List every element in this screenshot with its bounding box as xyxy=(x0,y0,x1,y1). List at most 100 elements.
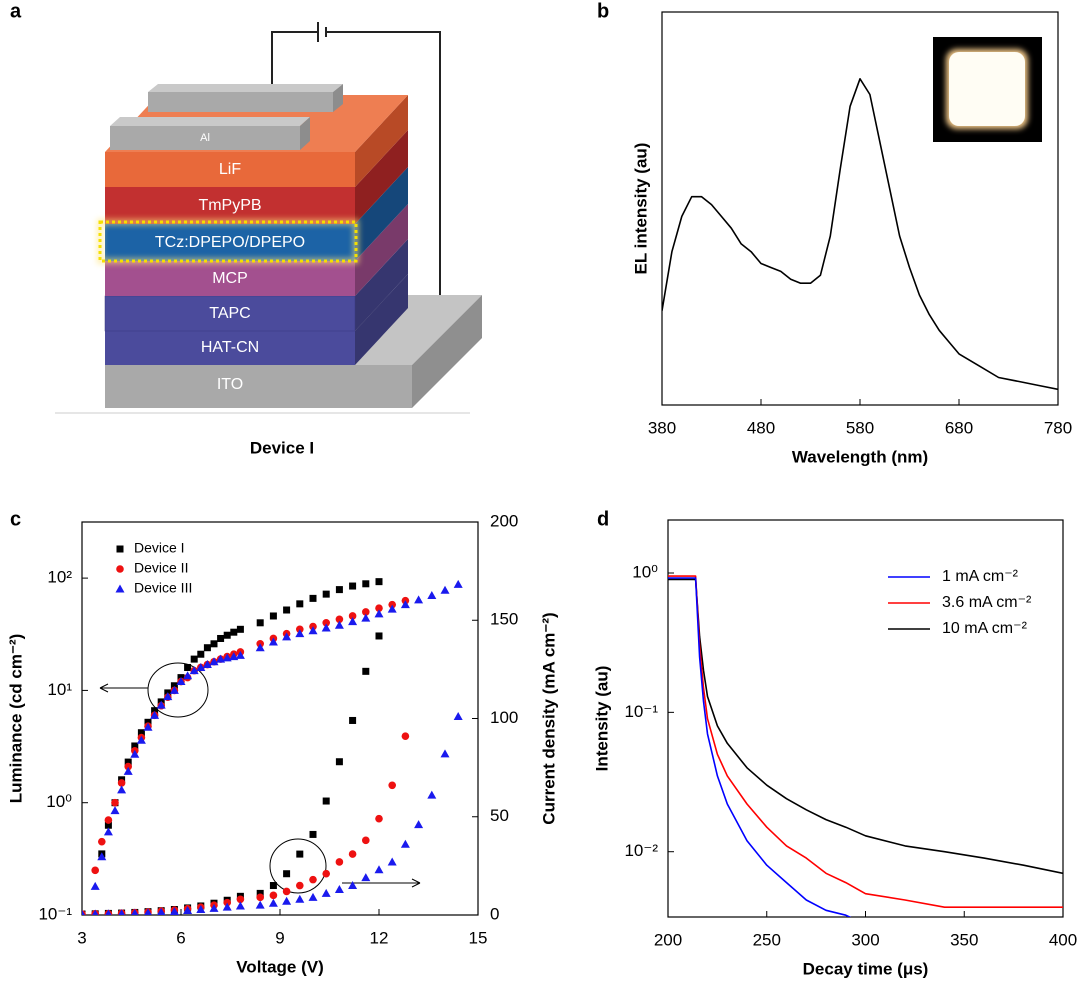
marker xyxy=(223,631,231,639)
marker xyxy=(295,629,305,638)
layer-side xyxy=(355,95,408,187)
x-tick-label: 580 xyxy=(846,418,874,437)
marker xyxy=(216,654,226,663)
marker xyxy=(362,608,370,616)
marker xyxy=(308,892,318,901)
marker xyxy=(401,732,410,740)
marker xyxy=(184,663,192,671)
marker xyxy=(90,881,100,890)
marker xyxy=(118,909,125,915)
marker xyxy=(131,908,139,915)
marker xyxy=(282,887,291,896)
marker xyxy=(130,749,140,758)
marker xyxy=(143,722,153,731)
layer-side xyxy=(355,130,408,224)
marker xyxy=(374,609,384,618)
marker xyxy=(283,606,291,614)
panel-label: d xyxy=(597,508,609,530)
marker xyxy=(150,710,160,719)
electrode-top xyxy=(110,117,310,126)
marker xyxy=(91,866,99,875)
inset-emission xyxy=(949,52,1025,126)
marker xyxy=(189,666,199,675)
marker xyxy=(348,617,358,626)
marker xyxy=(235,650,245,659)
marker xyxy=(209,903,219,912)
x-tick-label: 15 xyxy=(469,928,488,947)
marker xyxy=(210,640,218,648)
y-tick-label: 100 xyxy=(490,708,518,727)
marker xyxy=(361,613,371,622)
marker xyxy=(309,875,317,884)
legend-label: Device I xyxy=(134,540,185,556)
marker xyxy=(362,667,370,675)
electrode xyxy=(148,92,333,112)
marker xyxy=(269,882,277,890)
marker xyxy=(111,798,119,807)
layer-label: MCP xyxy=(212,270,248,287)
layer-label: Al xyxy=(200,132,210,144)
y-axis-label: Intensity (au) xyxy=(592,666,611,772)
marker xyxy=(375,604,383,612)
marker xyxy=(103,827,113,836)
marker xyxy=(236,625,244,633)
marker xyxy=(349,716,357,724)
panel-label: a xyxy=(10,0,22,22)
y2-axis-label: Current density (mA cm⁻²) xyxy=(539,612,558,824)
marker xyxy=(256,619,264,627)
marker xyxy=(268,898,278,907)
x-tick-label: 780 xyxy=(1044,418,1072,437)
layer xyxy=(105,152,355,187)
marker xyxy=(335,758,343,766)
panel-label: b xyxy=(597,0,609,22)
marker xyxy=(362,580,370,588)
marker xyxy=(388,781,397,790)
marker xyxy=(282,896,292,905)
marker xyxy=(124,758,132,766)
layer-side xyxy=(355,204,408,296)
legend-label: Device II xyxy=(134,560,188,576)
layer-side xyxy=(355,239,408,331)
marker xyxy=(156,700,166,709)
ito-side xyxy=(412,295,482,408)
y-tick-label: 10⁰ xyxy=(46,792,72,811)
layer-side xyxy=(355,167,408,261)
layer-label: TAPC xyxy=(209,305,250,322)
y-tick-label: 0 xyxy=(490,904,499,923)
y-tick-label: 10⁻² xyxy=(624,841,658,860)
y-tick-label: 10⁻¹ xyxy=(624,702,658,721)
marker xyxy=(335,615,344,624)
device-diagram: a Al LiF TmPyPB TCz:DPEPO/DPEPO MCP xyxy=(10,0,482,457)
marker xyxy=(269,612,277,620)
marker xyxy=(375,814,383,823)
marker xyxy=(222,902,232,911)
marker xyxy=(453,579,463,588)
marker xyxy=(229,652,239,661)
layer xyxy=(105,224,355,261)
marker xyxy=(400,600,410,609)
electrode xyxy=(110,126,300,150)
marker xyxy=(296,850,304,858)
marker xyxy=(349,582,357,590)
marker xyxy=(375,632,383,640)
marker xyxy=(190,655,198,663)
marker xyxy=(202,660,212,669)
y-tick-label: 10¹ xyxy=(47,680,72,699)
marker xyxy=(348,881,358,890)
legend-label: 3.6 mA cm⁻² xyxy=(942,594,1032,611)
layer xyxy=(105,261,355,296)
marker xyxy=(157,907,166,915)
marker xyxy=(222,653,232,662)
marker xyxy=(104,816,113,824)
marker xyxy=(295,894,305,903)
x-tick-label: 480 xyxy=(747,418,775,437)
y-axis-label: Luminance (cd cm⁻²) xyxy=(6,634,25,804)
marker xyxy=(269,891,278,900)
x-tick-label: 3 xyxy=(77,928,86,947)
marker xyxy=(335,858,344,866)
marker xyxy=(137,729,145,737)
panel-label: c xyxy=(10,508,21,530)
annotation-circle xyxy=(147,662,209,718)
marker xyxy=(169,906,179,915)
